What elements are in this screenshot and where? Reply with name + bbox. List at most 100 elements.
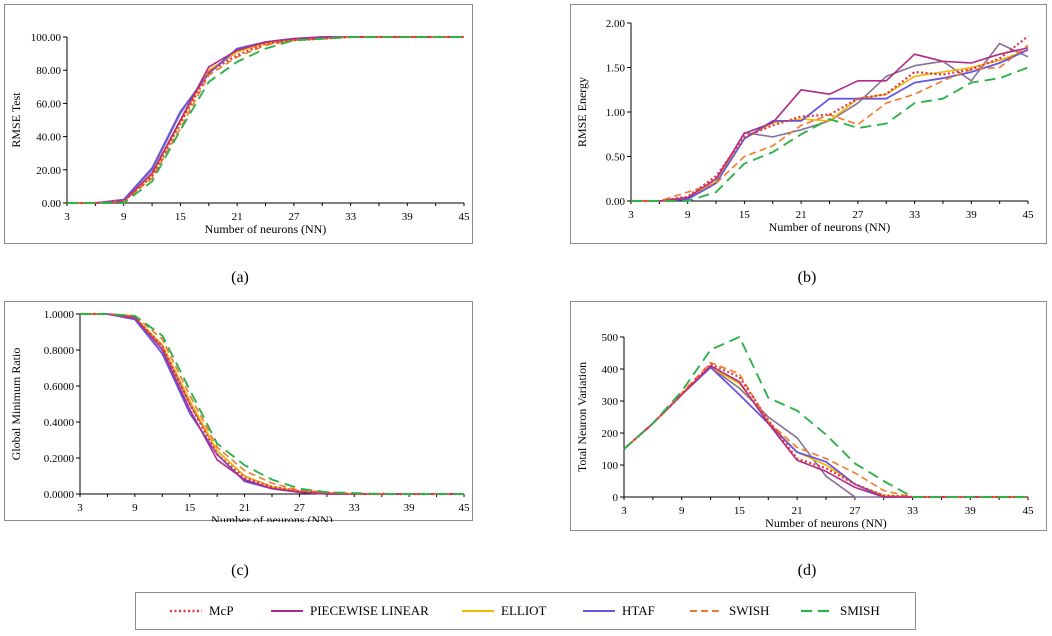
x-tick-label-b: 3 bbox=[628, 209, 634, 221]
legend-label-swish: SWISH bbox=[729, 603, 770, 618]
x-tick-label-a: 9 bbox=[121, 211, 127, 223]
x-tick-label-d: 33 bbox=[907, 505, 919, 517]
x-axis-label-b: Number of neurons (NN) bbox=[769, 220, 891, 234]
y-axis-label-b: RMSE Energy bbox=[575, 77, 589, 147]
x-tick-label-d: 45 bbox=[1023, 505, 1035, 517]
x-tick-label-c: 33 bbox=[349, 502, 361, 514]
y-tick-label-c: 1.0000 bbox=[44, 309, 75, 321]
legend-item-htaf: HTAF bbox=[582, 593, 655, 629]
y-tick-label-d: 300 bbox=[602, 396, 619, 408]
series-line-unlabeled-c bbox=[80, 313, 464, 495]
y-tick-label-c: 0.4000 bbox=[44, 417, 75, 429]
series-line-piecewise-linear-b bbox=[631, 47, 1029, 202]
y-axis-label-c: Global Minimum Ratio bbox=[9, 348, 23, 461]
x-tick-label-a: 21 bbox=[232, 211, 243, 223]
y-tick-label-d: 200 bbox=[602, 428, 619, 440]
x-tick-label-a: 15 bbox=[175, 211, 187, 223]
legend-item-elliot: ELLIOT bbox=[461, 593, 546, 629]
x-tick-label-d: 39 bbox=[965, 505, 977, 517]
series-line-piecewise-linear-c bbox=[80, 313, 464, 495]
y-tick-label-a: 80.00 bbox=[36, 65, 61, 77]
x-tick-label-c: 45 bbox=[459, 502, 471, 514]
x-tick-label-a: 39 bbox=[402, 211, 414, 223]
y-tick-label-a: 60.00 bbox=[36, 98, 61, 110]
y-tick-label-c: 0.2000 bbox=[44, 453, 75, 465]
y-axis-label-a: RMSE Test bbox=[9, 92, 23, 148]
legend-swatch-htaf bbox=[583, 609, 615, 613]
legend-label-mcp: McP bbox=[209, 603, 234, 618]
x-tick-label-d: 21 bbox=[792, 505, 803, 517]
legend-label-htaf: HTAF bbox=[622, 603, 655, 618]
x-tick-label-c: 21 bbox=[239, 502, 250, 514]
chart-panel-b: 0.00 0.50 1.00 1.50 2.00 3 9 15 21 27 33 39 45 Number… bbox=[570, 4, 1047, 244]
x-tick-label-c: 15 bbox=[184, 502, 196, 514]
series-line-elliot-c bbox=[80, 313, 464, 495]
series-line-mcp-c bbox=[80, 312, 464, 496]
x-tick-label-d: 27 bbox=[849, 505, 861, 517]
y-tick-label-a: 100.00 bbox=[31, 32, 62, 44]
x-tick-label-b: 33 bbox=[909, 209, 921, 221]
legend-label-piecewise-linear: PIECEWISE LINEAR bbox=[310, 603, 429, 618]
series-line-unlabeled-a bbox=[67, 36, 464, 204]
series-line-elliot-b bbox=[631, 48, 1029, 202]
chart-b: 0.000.501.001.502.003 9 15 21 27 33 39 45Number… bbox=[575, 18, 1035, 234]
y-tick-label-d: 400 bbox=[602, 364, 619, 376]
series-line-smish-a bbox=[67, 36, 464, 204]
x-tick-label-b: 39 bbox=[966, 209, 978, 221]
x-tick-label-c: 27 bbox=[294, 502, 306, 514]
series-line-elliot-a bbox=[67, 36, 464, 204]
x-tick-label-b: 21 bbox=[796, 209, 807, 221]
caption-c: (c) bbox=[231, 562, 249, 579]
y-tick-label-b: 1.00 bbox=[606, 107, 626, 119]
legend-swatch-swish bbox=[690, 610, 722, 612]
legend-item-mcp: McP bbox=[169, 593, 234, 629]
y-tick-label-b: 2.00 bbox=[606, 18, 626, 30]
x-tick-label-c: 9 bbox=[132, 502, 138, 514]
legend-item-smish: SMISH bbox=[800, 593, 880, 629]
y-tick-label-a: 20.00 bbox=[36, 165, 61, 177]
x-tick-label-b: 27 bbox=[852, 209, 864, 221]
series-line-swish-c bbox=[80, 313, 464, 495]
chart-panel-d: 0 100 200 300 400 500 3 9 15 21 27 33 39 45 Number of … bbox=[570, 301, 1047, 531]
x-tick-label-a: 33 bbox=[345, 211, 357, 223]
series-line-smish-b bbox=[631, 66, 1029, 202]
x-tick-label-a: 27 bbox=[288, 211, 300, 223]
legend-label-elliot: ELLIOT bbox=[501, 603, 547, 618]
x-tick-label-a: 45 bbox=[459, 211, 471, 223]
series-line-mcp-d bbox=[623, 363, 1028, 499]
chart-panel-a: 0.00 20.00 40.00 60.00 80.00 100.00 3 9 15 21 27 33… bbox=[4, 4, 473, 244]
series-line-swish-a bbox=[67, 36, 464, 204]
y-tick-label-d: 0 bbox=[613, 492, 619, 504]
legend-swatch-mcp bbox=[170, 609, 202, 613]
legend-item-piecewise-linear: PIECEWISE LINEAR bbox=[270, 593, 429, 629]
y-tick-label-a: 0.00 bbox=[42, 198, 62, 210]
caption-b: (b) bbox=[797, 269, 817, 286]
y-tick-label-d: 100 bbox=[602, 460, 619, 472]
x-tick-label-b: 15 bbox=[739, 209, 751, 221]
y-tick-label-c: 0.6000 bbox=[44, 381, 75, 393]
series-line-piecewise-linear-d bbox=[623, 364, 1028, 498]
series-line-htaf-c bbox=[80, 313, 464, 495]
y-tick-label-d: 500 bbox=[602, 332, 619, 344]
legend-swatch-elliot bbox=[462, 610, 494, 612]
x-tick-label-a: 3 bbox=[64, 211, 70, 223]
x-axis-label-a: Number of neurons (NN) bbox=[205, 222, 327, 236]
caption-a: (a) bbox=[231, 269, 249, 286]
series-line-mcp-b bbox=[631, 35, 1029, 203]
legend-label-smish: SMISH bbox=[840, 603, 880, 618]
x-tick-label-d: 15 bbox=[734, 505, 746, 517]
series-line-smish-c bbox=[80, 313, 464, 495]
x-tick-label-b: 45 bbox=[1023, 209, 1035, 221]
x-axis-label-d: Number of neurons (NN) bbox=[765, 516, 887, 530]
x-tick-label-d: 9 bbox=[679, 505, 685, 517]
series-line-mcp-a bbox=[67, 35, 464, 205]
y-tick-label-b: 1.50 bbox=[606, 63, 626, 75]
y-tick-label-b: 0.50 bbox=[606, 152, 626, 164]
series-line-smish-d bbox=[623, 336, 1028, 498]
legend-swatch-piecewise-linear bbox=[271, 610, 303, 612]
chart-panel-c: 0.0000 0.2000 0.4000 0.6000 0.8000 1.0000 3 9 15… bbox=[4, 301, 473, 522]
series-line-piecewise-linear-a bbox=[67, 36, 464, 204]
